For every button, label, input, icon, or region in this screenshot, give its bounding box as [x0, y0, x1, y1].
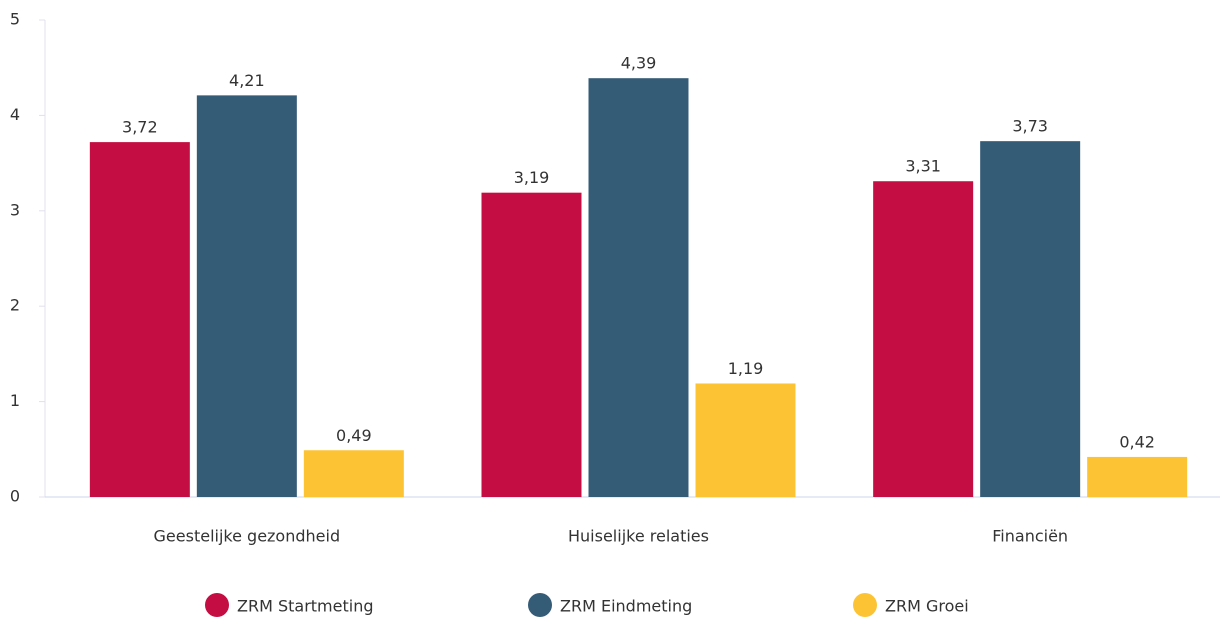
bar	[89, 142, 190, 497]
legend-label: ZRM Startmeting	[237, 597, 374, 616]
x-tick-label: Geestelijke gezondheid	[154, 527, 341, 546]
y-tick-label: 3	[10, 200, 20, 219]
bar	[303, 450, 404, 497]
bar	[980, 141, 1081, 497]
bar	[588, 78, 689, 497]
y-tick-label: 0	[10, 487, 20, 506]
legend-marker	[205, 593, 229, 617]
y-tick-label: 5	[10, 10, 20, 29]
bar	[481, 192, 582, 497]
y-tick-label: 1	[10, 391, 20, 410]
bar	[873, 181, 974, 497]
data-label: 3,19	[514, 168, 550, 187]
x-tick-label: Huiselijke relaties	[568, 527, 709, 546]
data-label: 0,42	[1119, 432, 1155, 451]
legend-label: ZRM Groei	[885, 597, 969, 616]
data-label: 3,72	[122, 118, 158, 137]
y-tick-label: 4	[10, 105, 20, 124]
legend-marker	[528, 593, 552, 617]
data-label: 0,49	[336, 426, 372, 445]
data-label: 4,21	[229, 71, 265, 90]
data-label: 1,19	[728, 359, 764, 378]
bar	[695, 383, 796, 497]
data-label: 3,73	[1012, 117, 1048, 136]
legend-label: ZRM Eindmeting	[560, 597, 692, 616]
data-label: 3,31	[905, 157, 941, 176]
bar	[196, 95, 297, 497]
y-tick-label: 2	[10, 296, 20, 315]
bar	[1087, 456, 1188, 497]
data-label: 4,39	[621, 54, 657, 73]
x-tick-label: Financiën	[992, 527, 1068, 546]
legend-marker	[853, 593, 877, 617]
